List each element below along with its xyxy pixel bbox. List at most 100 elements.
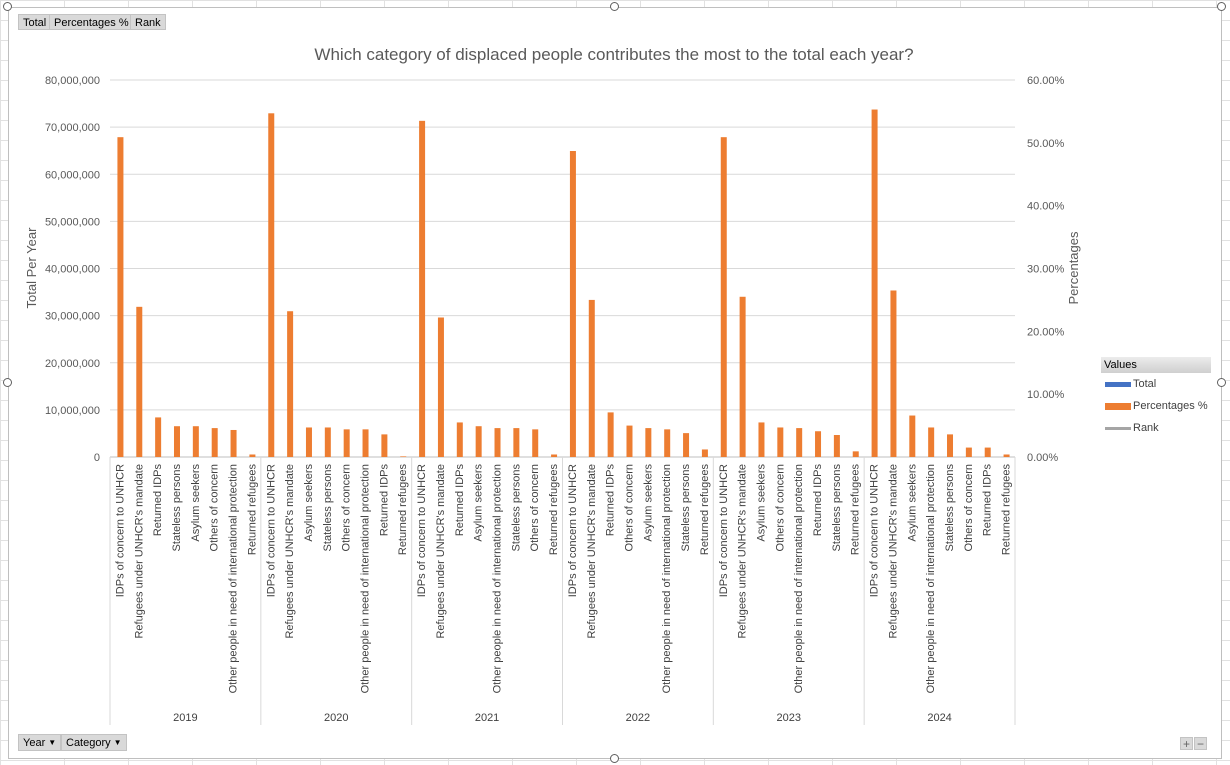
y-tick-label: 50,000,000 [45,216,100,228]
axis-field-button-year[interactable]: Year ▼ [18,734,62,751]
category-label: Returned refugees [1001,464,1013,556]
bar [588,299,595,457]
category-label: Other people in need of international pr… [492,464,504,693]
category-label: Refugees under UNHCR's mandate [133,464,145,639]
bar [909,415,916,457]
category-label: Asylum seekers [473,464,485,542]
legend-item-rank[interactable]: Rank [1101,417,1211,439]
bar [569,151,576,458]
category-label: IDPs of concern to UNHCR [265,464,277,597]
legend-swatch-rank [1105,426,1131,430]
legend-label: Percentages % [1133,400,1208,412]
bar [155,417,162,457]
category-label: Other people in need of international pr… [661,464,673,693]
category-label: IDPs of concern to UNHCR [567,464,579,597]
bar [136,306,143,457]
category-label: Stateless persons [944,464,956,552]
category-label: Refugees under UNHCR's mandate [586,464,598,639]
bar [645,428,652,457]
legend-item-total[interactable]: Total [1101,373,1211,395]
value-field-button-percentages[interactable]: Percentages % [49,14,134,30]
zoom-out-button[interactable]: − [1194,737,1207,750]
category-label: Returned IDPs [152,464,164,537]
category-label: Asylum seekers [906,464,918,542]
chart-title: Which category of displaced people contr… [314,45,913,64]
category-label: Stateless persons [171,464,183,552]
bar [287,311,294,457]
category-label: Others of concern [963,464,975,551]
zoom-in-button[interactable]: + [1180,737,1193,750]
year-label: 2019 [173,712,197,724]
bar [173,426,180,457]
legend: Values Total Percentages % Rank [1101,357,1211,439]
bar [947,434,954,457]
y2-tick-label: 60.00% [1027,75,1065,87]
y-tick-label: 20,000,000 [45,358,100,370]
resize-handle-top-left[interactable] [3,2,12,11]
category-label: Returned IDPs [454,464,466,537]
category-label: Other people in need of international pr… [360,464,372,693]
category-label: Other people in need of international pr… [228,464,240,693]
category-label: Other people in need of international pr… [793,464,805,693]
category-label: Asylum seekers [755,464,767,542]
category-label: Stateless persons [680,464,692,552]
bar [249,454,256,457]
category-label: Refugees under UNHCR's mandate [284,464,296,639]
resize-handle-top-right[interactable] [1217,2,1226,11]
category-label: Returned IDPs [982,464,994,537]
bar [400,456,407,457]
bar [419,120,426,457]
y2-tick-label: 50.00% [1027,138,1065,150]
bar [551,454,558,457]
category-label: Refugees under UNHCR's mandate [435,464,447,639]
bar [626,425,633,457]
y-tick-label: 70,000,000 [45,122,100,134]
category-label: Returned IDPs [605,464,617,537]
legend-swatch-percentages [1105,402,1131,410]
bar [532,429,539,457]
y2-tick-label: 30.00% [1027,264,1065,276]
bar [965,447,972,457]
resize-handle-top-center[interactable] [610,2,619,11]
category-label: Returned refugees [246,464,258,556]
category-label: IDPs of concern to UNHCR [869,464,881,597]
bar [437,317,444,457]
bar [815,431,822,457]
y2-tick-label: 40.00% [1027,201,1065,213]
legend-label: Rank [1133,422,1159,434]
y-axis-title: Total Per Year [24,227,39,309]
category-label: Returned refugees [397,464,409,556]
bar [984,447,991,457]
axis-field-label: Year [23,737,46,749]
bar [607,412,614,457]
bar [513,428,520,457]
y-tick-label: 0 [94,452,100,464]
bar [871,109,878,457]
category-label: Others of concern [529,464,541,551]
y-tick-label: 30,000,000 [45,311,100,323]
y-tick-label: 10,000,000 [45,405,100,417]
axis-field-button-category[interactable]: Category ▼ [61,734,127,751]
resize-handle-bottom-center[interactable] [610,754,619,763]
category-label: Asylum seekers [190,464,202,542]
bar [664,429,671,457]
value-field-button-rank[interactable]: Rank [130,14,166,30]
category-label: Others of concern [341,464,353,551]
bar [796,428,803,457]
bar [381,434,388,457]
bar [343,429,350,457]
bar [494,428,501,457]
category-label: Refugees under UNHCR's mandate [887,464,899,639]
category-label: Returned IDPs [378,464,390,537]
bar [739,296,746,457]
y2-axis-title: Percentages [1066,231,1081,304]
legend-item-percentages[interactable]: Percentages % [1101,395,1211,417]
category-label: Asylum seekers [303,464,315,542]
year-label: 2021 [475,712,499,724]
resize-handle-middle-right[interactable] [1217,378,1226,387]
category-label: Returned refugees [850,464,862,556]
resize-handle-middle-left[interactable] [3,378,12,387]
chart-area[interactable] [8,7,1222,759]
category-label: Returned refugees [699,464,711,556]
dropdown-arrow-icon: ▼ [113,738,122,748]
